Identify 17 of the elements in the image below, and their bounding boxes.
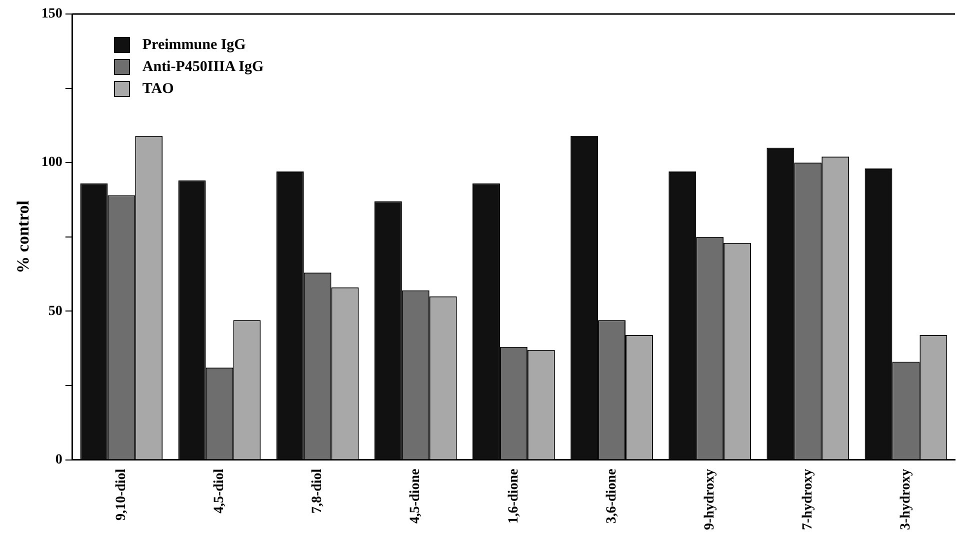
- x-tick-label: 9,10-diol: [114, 468, 130, 521]
- y-axis-title: % control: [14, 200, 33, 274]
- x-tick-label: 4,5-dione: [408, 468, 424, 524]
- legend-label: Preimmune IgG: [142, 36, 246, 55]
- x-tick-label: 7,8-diol: [310, 468, 326, 514]
- x-tick-label: 4,5-diol: [212, 468, 228, 514]
- x-tick-label: 1,6-dione: [506, 468, 522, 524]
- legend-label: TAO: [142, 80, 174, 99]
- y-tick-label: 50: [48, 304, 62, 319]
- x-tick-label: 9-hydroxy: [702, 468, 718, 530]
- x-tick-label: 3,6-dione: [604, 468, 620, 524]
- y-tick-label: 150: [41, 6, 62, 22]
- legend-label: Anti-P450IIIA IgG: [142, 58, 264, 77]
- x-tick-label: 7-hydroxy: [800, 468, 816, 530]
- y-tick-label: 0: [55, 452, 62, 468]
- y-tick-label: 100: [41, 155, 62, 170]
- x-tick-label: 3-hydroxy: [898, 468, 914, 530]
